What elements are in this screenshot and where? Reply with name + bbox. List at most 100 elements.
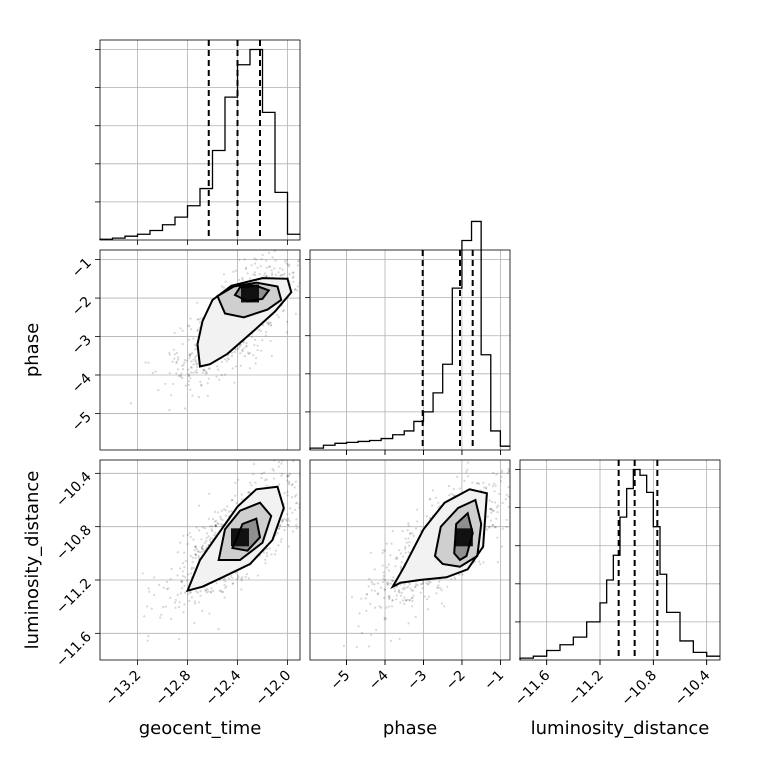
sample-point (435, 592, 438, 595)
sample-point (247, 491, 250, 494)
sample-point (495, 506, 498, 509)
sample-point (306, 458, 308, 460)
sample-point (283, 492, 286, 495)
sample-point (265, 331, 268, 334)
sample-point (403, 588, 406, 591)
sample-point (286, 320, 289, 323)
sample-point (175, 362, 178, 365)
sample-point (314, 219, 316, 221)
sample-point (294, 312, 297, 315)
sample-point (234, 348, 238, 351)
sample-point (170, 567, 173, 571)
sample-point (230, 510, 233, 513)
sample-point (206, 532, 209, 535)
sample-point (280, 273, 283, 277)
sample-point (129, 402, 132, 405)
sample-point (276, 313, 279, 316)
sample-point (490, 511, 493, 514)
sample-point (500, 545, 504, 548)
sample-point (360, 631, 364, 635)
sample-point (220, 360, 223, 364)
sample-point (232, 270, 235, 273)
sample-point (276, 532, 279, 535)
sample-point (233, 350, 236, 354)
sample-point (212, 589, 215, 592)
sample-point (179, 541, 182, 544)
sample-point (195, 547, 198, 551)
y-tick-label: −3 (69, 332, 95, 358)
sample-point (209, 525, 212, 528)
sample-point (223, 583, 226, 587)
sample-point (207, 590, 210, 593)
sample-point (426, 583, 429, 586)
sample-point (201, 371, 204, 374)
sample-point (247, 491, 250, 494)
sample-point (211, 529, 214, 533)
sample-point (194, 553, 197, 556)
sample-point (471, 481, 474, 484)
sample-point (153, 594, 156, 597)
sample-point (253, 271, 256, 274)
sample-point (368, 645, 371, 648)
sample-point (456, 475, 459, 478)
sample-point (532, 496, 534, 498)
sample-point (239, 364, 242, 367)
sample-point (192, 538, 195, 541)
sample-point (490, 508, 493, 511)
sample-point (277, 544, 280, 547)
sample-point (179, 374, 182, 377)
sample-point (234, 365, 238, 368)
histogram-panel-phase (305, 220, 511, 451)
sample-point (200, 383, 203, 386)
sample-point (222, 286, 225, 289)
sample-point (245, 345, 248, 348)
sample-point (288, 519, 291, 523)
sample-point (189, 354, 192, 357)
sample-point (294, 502, 298, 505)
sample-point (386, 582, 389, 585)
sample-point (440, 602, 443, 605)
sample-point (280, 474, 283, 477)
sample-point (303, 471, 305, 473)
sample-point (286, 523, 289, 527)
y-tick-label: −5 (69, 409, 95, 435)
sample-point (294, 508, 297, 511)
sample-point (411, 532, 414, 535)
sample-point (404, 547, 407, 550)
sample-point (175, 351, 178, 355)
sample-point (416, 508, 419, 511)
sample-point (165, 588, 169, 591)
histogram-panel-luminosity_distance (515, 459, 721, 661)
sample-point (224, 373, 227, 376)
sample-point (453, 576, 456, 579)
sample-point (183, 591, 187, 594)
sample-point (450, 492, 453, 495)
sample-point (416, 584, 419, 587)
sample-point (507, 469, 510, 473)
sample-point (404, 551, 407, 554)
sample-point (218, 589, 221, 592)
sample-point (286, 513, 289, 516)
sample-point (293, 244, 295, 246)
sample-point (208, 612, 211, 615)
sample-point (458, 487, 461, 490)
sample-point (177, 356, 180, 359)
sample-point (280, 537, 283, 541)
sample-point (496, 561, 499, 564)
sample-point (197, 318, 200, 321)
contour-line (233, 284, 271, 303)
sample-point (391, 599, 394, 602)
sample-point (245, 573, 248, 576)
sample-point (256, 266, 259, 269)
sample-point (164, 382, 167, 385)
sample-point (250, 264, 253, 267)
sample-point (308, 236, 310, 238)
sample-point (431, 504, 434, 507)
sample-point (286, 473, 290, 476)
sample-point (187, 368, 190, 371)
y-tick-label: −11.2 (53, 576, 95, 618)
sample-point (494, 484, 497, 487)
sample-point (207, 377, 210, 380)
sample-point (401, 599, 404, 602)
sample-point (301, 303, 303, 305)
